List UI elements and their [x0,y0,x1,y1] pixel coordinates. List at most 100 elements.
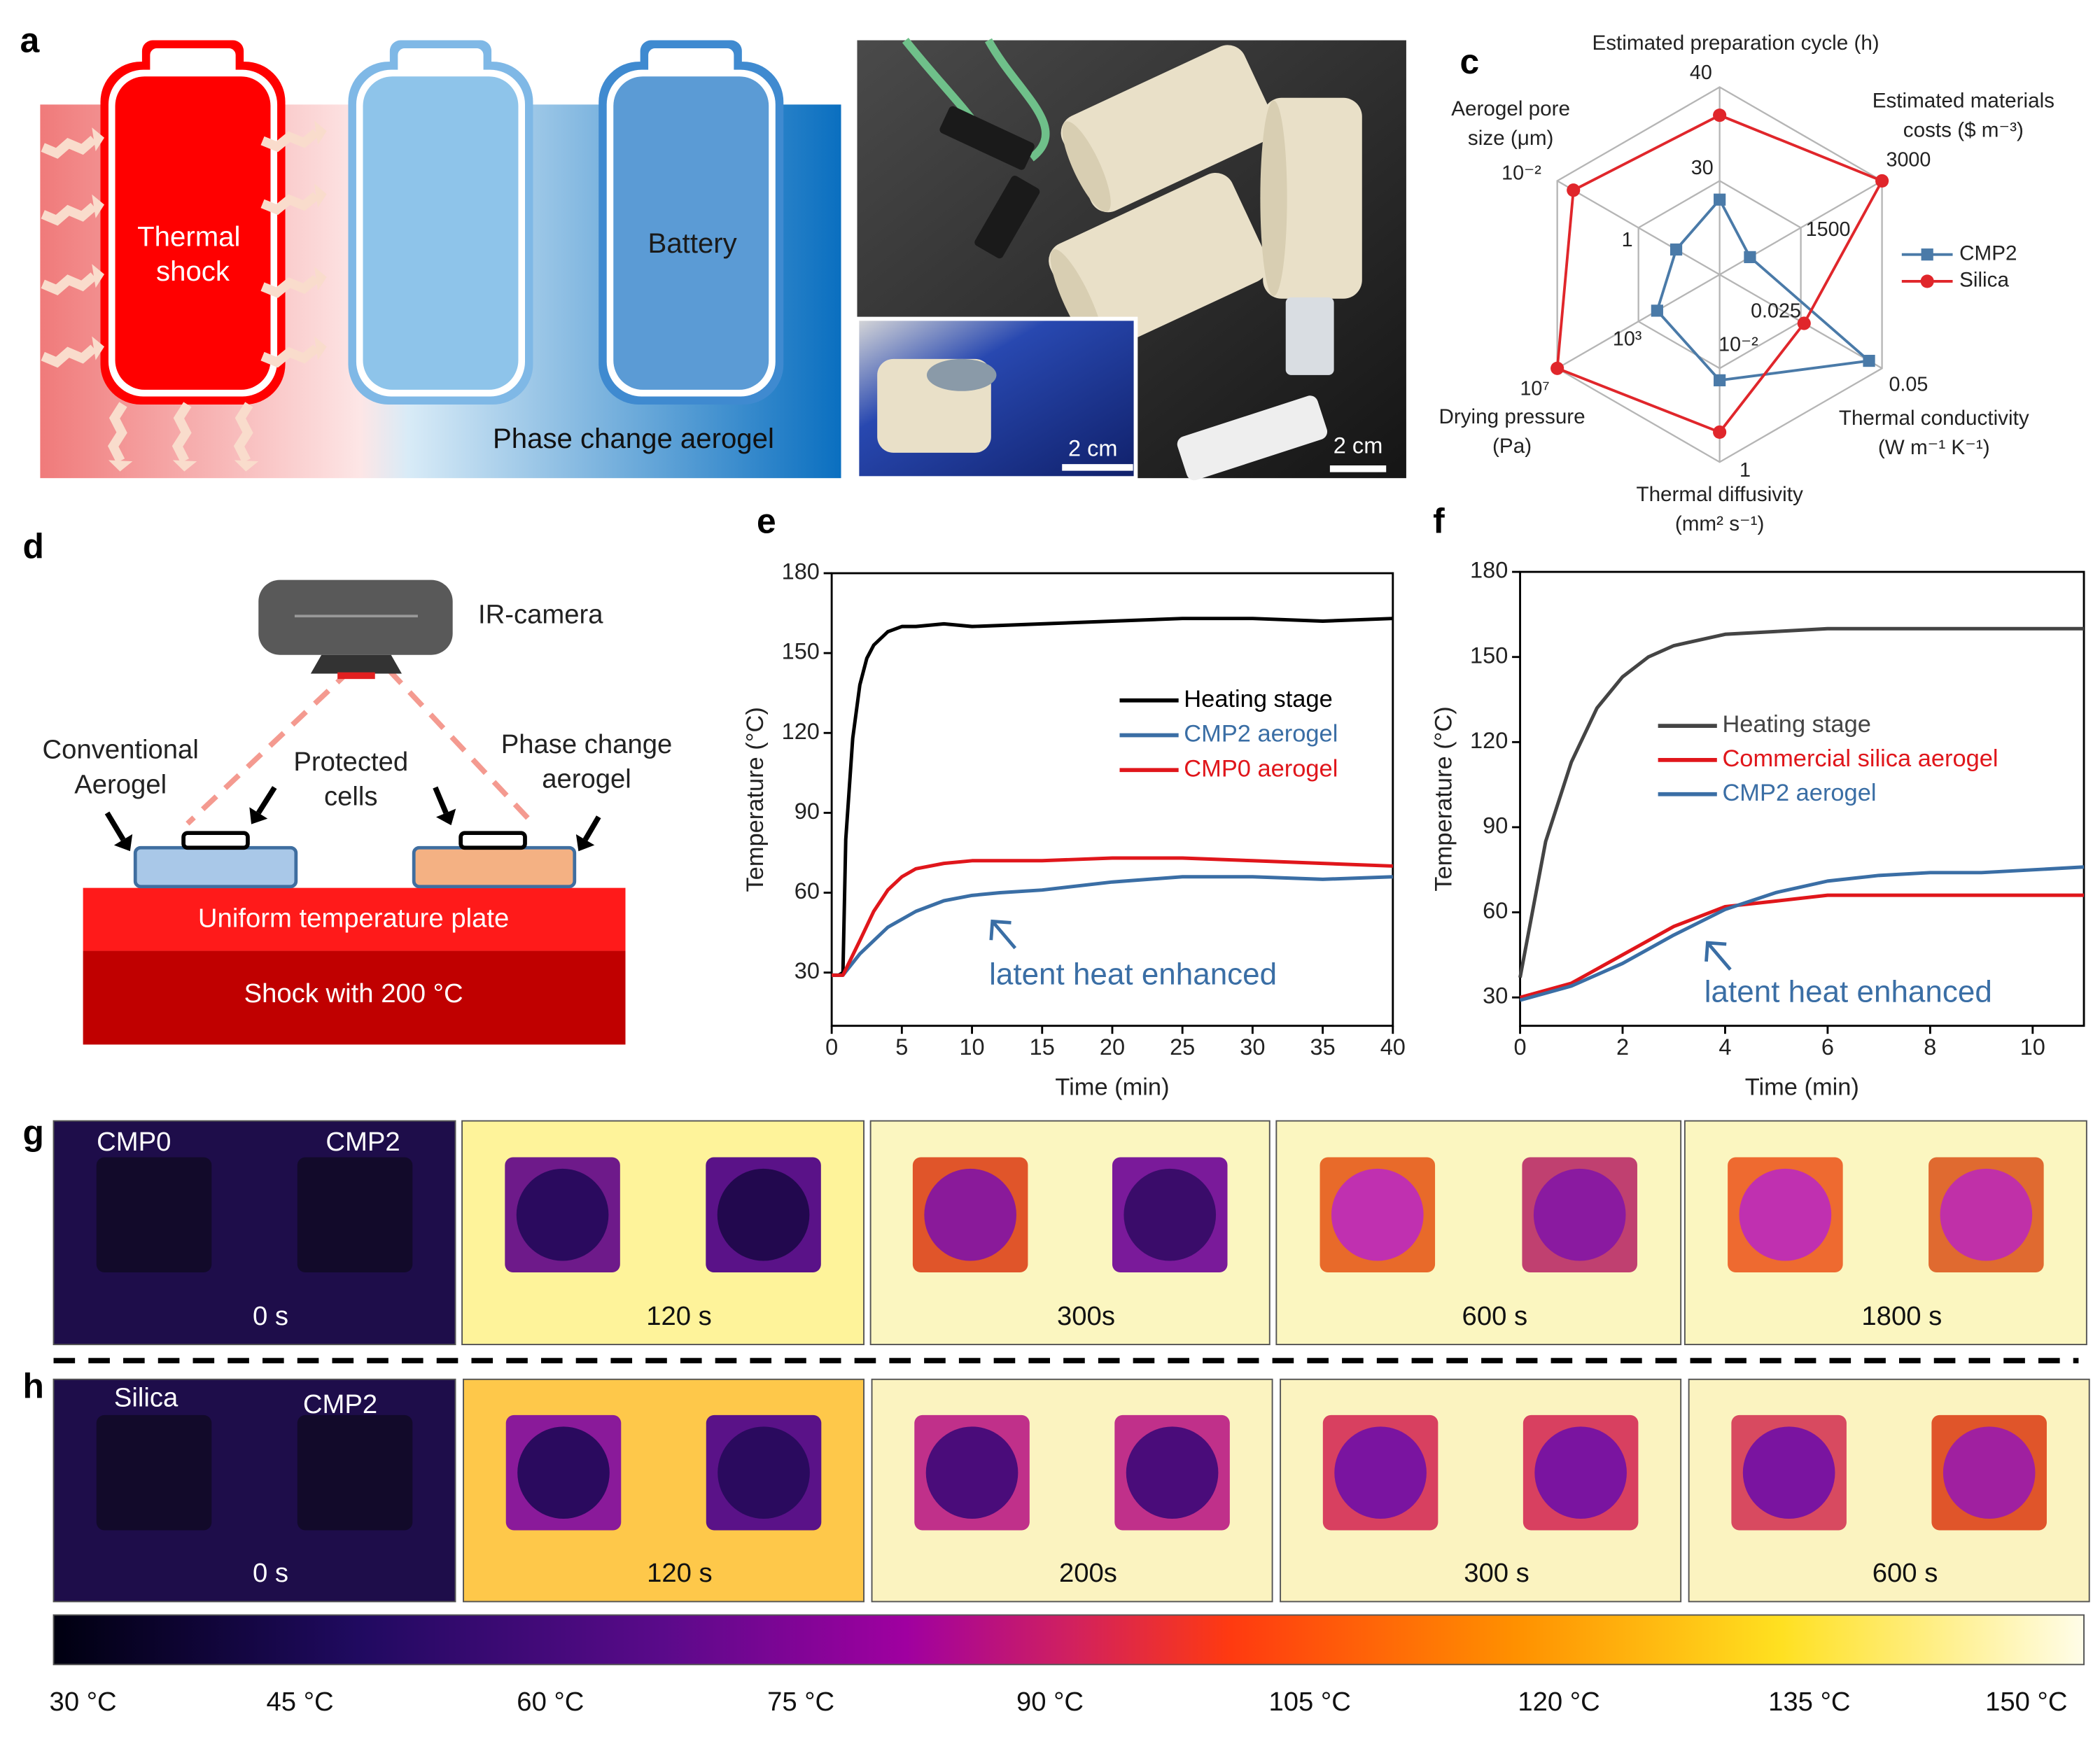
decoration [83,887,626,951]
decoration [974,175,1040,259]
decoration [1534,1426,1627,1519]
colorbar-label: 90 °C [1016,1687,1084,1717]
time-label: 600 s [1462,1301,1528,1331]
decoration [260,274,319,298]
decoration [181,831,250,850]
decoration [718,1426,810,1519]
decoration [314,120,327,145]
sample-label: CMP2 [303,1389,377,1419]
tick-label: 10⁻² [1718,333,1758,356]
tick-label: 10⁻² [1502,162,1541,184]
data-point [1744,251,1756,263]
decoration [1124,1168,1217,1261]
decoration [1742,1426,1835,1519]
legend-label: Heating stage [1722,711,1870,738]
data-point [1714,374,1726,386]
data-point [1863,354,1875,367]
time-label: 0 s [253,1558,288,1588]
colorbar-label: 30 °C [50,1687,117,1717]
decoration [92,264,105,288]
decoration [186,667,536,826]
legend-label: Heating stage [1184,686,1332,712]
y-tick-label: 150 [782,639,820,664]
colorbar-label: 150 °C [1985,1687,2067,1717]
decoration [926,358,997,391]
axis-label: Drying pressure [1438,405,1585,428]
decoration [234,460,259,472]
decoration [924,1168,1016,1261]
decoration [1263,97,1362,299]
decoration [1704,941,1732,971]
annotation: latent heat enhanced [989,957,1277,992]
diagram-label: Aerogel [74,769,167,799]
axis-label: size (μm) [1468,127,1553,150]
plot-frame [1519,570,2085,1027]
data-point [1651,304,1663,317]
decoration [260,129,319,153]
decoration [260,192,319,216]
decoration [104,811,126,841]
legend-label: CMP2 aerogel [1184,721,1338,747]
sample-label: CMP2 [326,1127,400,1157]
decoration [1126,1426,1219,1519]
scale-bar-label: 2 cm [1068,436,1117,461]
x-tick-label: 30 [1240,1034,1265,1060]
decoration [1942,1426,2036,1519]
decoration [107,402,127,463]
decoration [1177,395,1328,481]
decoration [249,807,268,824]
decoration [115,76,271,390]
decoration [172,460,197,472]
tick-label: 40 [1690,62,1712,84]
panel-label: e [757,501,776,540]
diagram-label: Conventional [43,735,199,765]
axis-label: Thermal diffusivity [1636,483,1802,506]
decoration [92,127,105,152]
tick-label: 1 [1740,459,1751,482]
legend-label: Silica [1959,269,2009,292]
x-axis-label: Time (min) [1055,1074,1169,1101]
decoration [575,834,595,852]
axis-label: Aerogel pore [1451,97,1570,120]
tick-label: 1 [1622,229,1633,251]
tick-label: 10³ [1613,328,1642,351]
tick-label: 0.05 [1889,374,1928,396]
decoration [96,1414,212,1531]
x-tick-label: 40 [1380,1034,1406,1060]
legend-label: CMP2 aerogel [1722,780,1876,806]
time-label: 300 s [1464,1558,1530,1588]
y-tick-label: 60 [794,878,820,904]
x-tick-label: 8 [1924,1034,1936,1060]
y-tick-label: 120 [1470,728,1508,753]
series-line [1519,865,2085,1002]
decoration [1331,1168,1424,1261]
diagram-label: Protected [293,747,408,777]
y-tick-label: 30 [794,958,820,983]
data-point [1713,108,1727,122]
data-point [1713,425,1727,440]
x-tick-label: 20 [1100,1034,1125,1060]
decoration [1940,1168,2033,1261]
y-tick-label: 90 [794,799,820,824]
decoration [41,344,97,368]
legend-marker [1920,274,1934,288]
colorbar-label: 135 °C [1768,1687,1850,1717]
axis-label: costs ($ m⁻³) [1903,118,2024,141]
series-line [832,617,1393,977]
tick-label: 3000 [1886,148,1931,171]
decoration [516,1168,609,1261]
axis-label: Estimated preparation cycle (h) [1592,31,1879,55]
time-label: 200s [1059,1558,1117,1588]
panel-label: d [23,527,44,566]
decoration [1285,297,1334,375]
series-line [832,875,1393,977]
axis-spoke [1557,274,1721,370]
decoration [337,672,375,680]
decoration [83,950,626,1045]
decoration [989,919,1017,950]
diagram-label: Phase change aerogel [493,423,774,454]
panel-label: c [1460,42,1479,81]
decoration [52,1614,2085,1666]
